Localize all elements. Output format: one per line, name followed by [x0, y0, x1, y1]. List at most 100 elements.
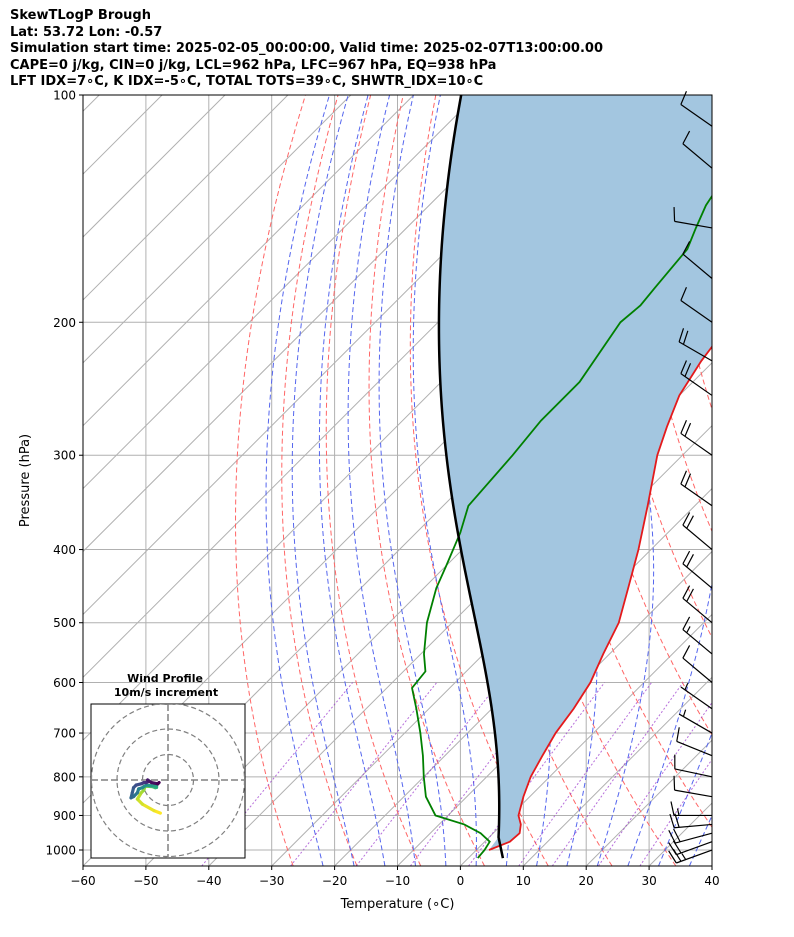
- wind-barb-staff: [676, 740, 713, 757]
- dry-adiabat-line: [729, 95, 794, 866]
- wind-barb: [680, 420, 713, 456]
- wind-barb-feather: [682, 512, 691, 526]
- title-station: SkewTLogP Brough: [10, 8, 151, 23]
- mixing-ratio-line: [551, 682, 684, 866]
- wind-barb-feather: [682, 616, 691, 630]
- hodograph-title: Wind Profile: [127, 672, 203, 685]
- moist-adiabat-line: [347, 95, 416, 866]
- wind-barb-staff: [680, 432, 713, 456]
- wind-barb-half-feather: [682, 709, 687, 717]
- wind-barb-feather: [682, 241, 691, 255]
- wind-barb: [680, 91, 713, 127]
- wind-barb-feather: [680, 470, 687, 485]
- x-tick-label: −20: [322, 874, 347, 888]
- wind-barb: [682, 585, 713, 624]
- y-axis-label: Pressure (hPa): [18, 434, 33, 527]
- y-tick-label: 800: [53, 770, 76, 784]
- isotherm-line: [83, 95, 540, 553]
- wind-barb-staff: [682, 563, 713, 589]
- x-tick-label: −30: [259, 874, 284, 888]
- chart-header: SkewTLogP Brough Lat: 53.72 Lon: -0.57 S…: [10, 8, 603, 91]
- wind-barb-staff: [674, 823, 713, 829]
- hodograph-ring: [116, 728, 220, 832]
- wind-barb-staff: [676, 841, 713, 856]
- y-tick-label: 600: [53, 676, 76, 690]
- dry-adiabat-line: [663, 95, 712, 411]
- dry-adiabat-line: [368, 95, 485, 866]
- wind-barb-feather: [673, 775, 676, 791]
- wind-barb: [674, 754, 713, 778]
- isotherm-line: [334, 487, 712, 866]
- isotherm-line: [522, 676, 712, 866]
- isotherm-line: [83, 95, 477, 490]
- wind-barb: [680, 287, 713, 323]
- wind-barb-feather: [684, 473, 692, 488]
- wind-barb: [682, 130, 713, 169]
- moist-adiabat-line: [412, 95, 477, 866]
- wind-barb-staff: [682, 524, 713, 551]
- y-tick-label: 200: [53, 316, 76, 330]
- temperature-profile-line: [488, 345, 712, 851]
- moist-adiabat-line: [720, 95, 794, 866]
- mixing-ratio-line: [639, 758, 712, 866]
- isotherm-line: [775, 95, 794, 866]
- isotherm-line: [83, 95, 226, 238]
- isotherm-line: [460, 613, 712, 866]
- wind-barb: [678, 709, 713, 734]
- hodograph-segment: [156, 780, 161, 786]
- moist-adiabat-line: [265, 95, 330, 866]
- moist-adiabat-line: [751, 95, 794, 866]
- y-tick-label: 500: [53, 616, 76, 630]
- wind-barb-staff: [678, 713, 713, 734]
- wind-barb-staff: [676, 849, 713, 864]
- wind-barb-staff: [680, 483, 713, 507]
- wind-barb: [680, 682, 713, 710]
- wind-barb-staff: [680, 299, 713, 323]
- wind-barb: [673, 775, 713, 798]
- wind-barb: [670, 801, 712, 817]
- wind-barb: [682, 645, 713, 683]
- isotherm-line: [271, 424, 712, 866]
- wind-barb-feather: [686, 588, 694, 602]
- dry-adiabat-line: [762, 95, 794, 866]
- wind-barb-feather: [673, 207, 676, 222]
- wind-barb-feather: [668, 842, 677, 856]
- isotherm-line: [83, 95, 100, 112]
- x-tick-label: 40: [704, 874, 719, 888]
- x-tick-label: −10: [385, 874, 410, 888]
- wind-barb: [676, 727, 713, 757]
- y-tick-label: 1000: [45, 844, 76, 858]
- wind-barb-staff: [682, 253, 713, 279]
- wind-barb-staff: [680, 103, 713, 127]
- moist-adiabat-line: [627, 95, 712, 866]
- mixing-ratio-line: [290, 682, 438, 866]
- wind-barb-half-feather: [686, 626, 691, 634]
- y-tick-label: 400: [53, 543, 76, 557]
- mixing-ratio-line: [518, 682, 653, 866]
- wind-barb-feather: [684, 363, 692, 377]
- y-tick-label: 300: [53, 449, 76, 463]
- x-tick-label: −60: [70, 874, 95, 888]
- wind-barb: [673, 207, 713, 229]
- x-tick-label: 20: [579, 874, 594, 888]
- wind-barb-feather: [678, 328, 685, 343]
- wind-barb-feather: [682, 330, 689, 345]
- wind-barb-staff: [682, 629, 713, 655]
- wind-barb-feather: [684, 422, 692, 437]
- wind-barb-feather: [676, 727, 680, 742]
- dry-adiabat-line: [235, 95, 306, 866]
- isotherm-line: [83, 95, 415, 427]
- wind-barb-staff: [678, 341, 713, 362]
- mixing-ratio-line: [597, 701, 712, 866]
- x-tick-label: 30: [641, 874, 656, 888]
- wind-barb: [682, 616, 713, 655]
- title-index-stats: LFT IDX=7∘C, K IDX=-5∘C, TOTAL TOTS=39∘C…: [10, 74, 484, 89]
- wind-barb-staff: [680, 686, 713, 710]
- wind-barb-staff: [674, 220, 713, 229]
- hodograph-segment: [140, 802, 156, 813]
- wind-barb-half-feather: [684, 682, 689, 691]
- dewpoint-profile-line: [411, 194, 712, 859]
- wind-barb-feather: [680, 91, 687, 105]
